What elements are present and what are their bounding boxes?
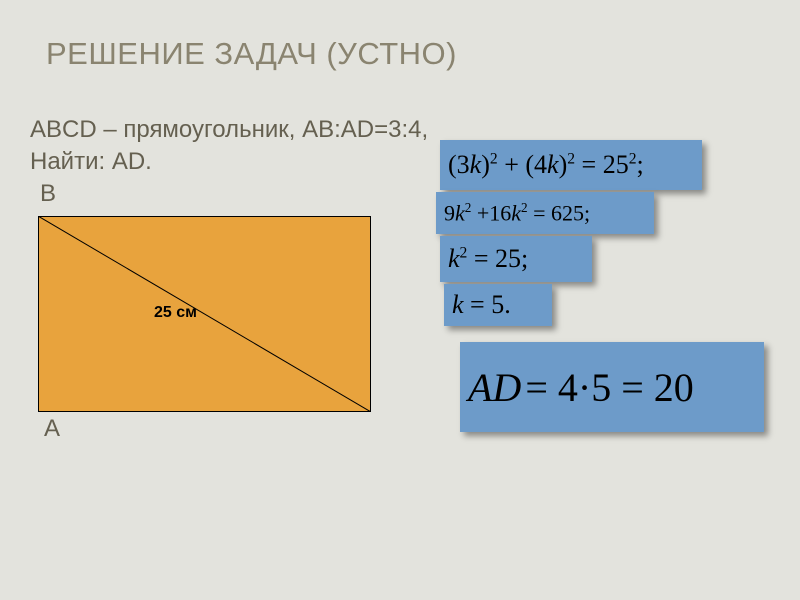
equation-step-1: (3k)2 + (4k)2 = 252;: [440, 140, 702, 190]
eq2-text: 9k2 +16k2 = 625;: [444, 200, 590, 226]
equation-step-2: 9k2 +16k2 = 625;: [436, 192, 654, 234]
problem-text-line1: ABCD – прямоугольник, АВ:АD=3:4,: [30, 116, 428, 144]
equation-answer: AD = 4·5 = 20: [460, 342, 764, 432]
eq5-text: AD = 4·5 = 20: [468, 364, 694, 411]
rectangle-diagram: 25 см: [38, 216, 371, 412]
eq4-text: k = 5.: [452, 290, 511, 320]
eq1-text: (3k)2 + (4k)2 = 252;: [448, 150, 644, 180]
problem-text-line2: Найти: АD.: [30, 148, 152, 176]
eq3-text: k2 = 25;: [448, 244, 528, 274]
diagonal-line: [38, 216, 371, 412]
equation-step-4: k = 5.: [444, 284, 552, 326]
vertex-label-a: A: [44, 415, 60, 443]
vertex-label-b: B: [40, 180, 56, 208]
equation-step-3: k2 = 25;: [440, 236, 592, 282]
slide-title: РЕШЕНИЕ ЗАДАЧ (УСТНО): [46, 36, 457, 72]
diagonal-label: 25 см: [154, 304, 197, 322]
